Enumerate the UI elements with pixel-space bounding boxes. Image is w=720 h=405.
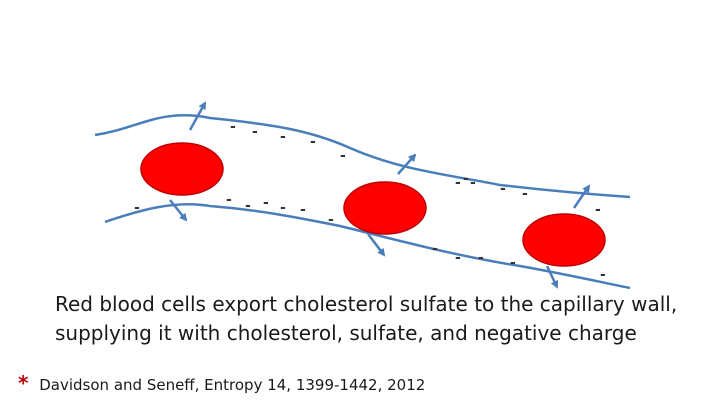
negative-charge: - bbox=[340, 148, 346, 164]
negative-charge: - bbox=[328, 212, 334, 228]
export-arrow bbox=[397, 153, 417, 175]
export-arrow bbox=[188, 101, 207, 131]
red-blood-cell bbox=[140, 142, 224, 196]
negative-charge: - bbox=[455, 175, 461, 191]
export-arrow bbox=[572, 184, 591, 209]
negative-charge: - bbox=[252, 124, 258, 140]
negative-charge: - bbox=[134, 200, 140, 216]
red-blood-cell bbox=[343, 181, 427, 235]
caption: Red blood cells export cholesterol sulfa… bbox=[55, 290, 695, 348]
caption-line-1: Red blood cells export cholesterol sulfa… bbox=[55, 292, 678, 316]
negative-charge: - bbox=[432, 241, 438, 257]
negative-charge: - bbox=[263, 195, 269, 211]
negative-charge: - bbox=[478, 250, 484, 266]
negative-charge: - bbox=[226, 192, 232, 208]
negative-charge: - bbox=[280, 129, 286, 145]
citation: * Davidson and Seneff, Entropy 14, 1399-… bbox=[18, 371, 425, 395]
negative-charge: - bbox=[510, 255, 516, 271]
negative-charge: - bbox=[600, 267, 606, 283]
negative-charge: - bbox=[230, 119, 236, 135]
negative-charge: - bbox=[470, 175, 476, 191]
capillary-upper-wall bbox=[94, 114, 631, 199]
red-blood-cell bbox=[522, 213, 606, 267]
negative-charges: - - - - - - - - - - - - - - - - - - - - … bbox=[134, 119, 606, 283]
negative-charge: - bbox=[500, 181, 506, 197]
citation-marker: * bbox=[18, 371, 29, 395]
negative-charge: - bbox=[245, 198, 251, 214]
negative-charge: - bbox=[280, 200, 286, 216]
caption-line-2: supplying it with cholesterol, sulfate, … bbox=[55, 321, 637, 345]
export-arrow bbox=[545, 265, 559, 289]
negative-charge: - bbox=[522, 186, 528, 202]
capillary-lower-wall bbox=[104, 202, 631, 290]
negative-charge: - bbox=[463, 171, 469, 187]
negative-charge: - bbox=[310, 134, 316, 150]
export-arrow bbox=[169, 199, 188, 222]
negative-charge: - bbox=[595, 202, 601, 218]
citation-text: Davidson and Seneff, Entropy 14, 1399-14… bbox=[39, 376, 426, 394]
negative-charge: - bbox=[300, 202, 306, 218]
negative-charge: - bbox=[455, 250, 461, 266]
export-arrow bbox=[367, 233, 386, 257]
